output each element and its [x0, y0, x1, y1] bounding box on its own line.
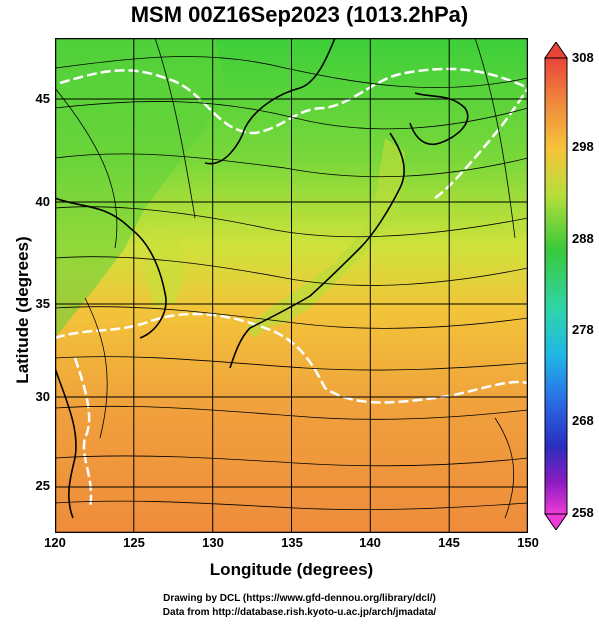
credit-drawing: Drawing by DCL (https://www.gfd-dennou.o… [163, 593, 436, 604]
coastline [229, 132, 405, 369]
colorbar-tick-label: 308 [572, 50, 594, 65]
plot-frame [55, 38, 528, 533]
colorbar-tick-label: 258 [572, 505, 594, 520]
y-tick-label: 25 [35, 478, 50, 493]
colorbar-tick-label: 298 [572, 139, 594, 154]
isotherm-contour [73, 357, 93, 509]
colorbar-top-arrow [544, 42, 568, 59]
isotherm-contour [59, 67, 528, 135]
credit-data: Data from http://database.rish.kyoto-u.a… [162, 607, 437, 618]
colorbar-tick-label: 288 [572, 231, 594, 246]
wind-streamlines [55, 38, 528, 519]
korea-peninsula [145, 228, 185, 308]
x-tick-label: 150 [517, 535, 539, 550]
x-tick-label: 130 [202, 535, 224, 550]
coastline [55, 367, 77, 519]
x-axis-label: Longitude (degrees) [209, 560, 374, 579]
x-tick-label: 145 [438, 535, 460, 550]
y-axis-label: Latitude (degrees) [13, 236, 32, 384]
graticule [55, 38, 528, 533]
x-tick-label: 140 [359, 535, 381, 550]
y-tick-label: 30 [35, 389, 50, 404]
y-tick-label: 40 [35, 194, 50, 209]
asia-landmass [55, 38, 225, 338]
temperature-wind-map [55, 38, 528, 533]
colorbar-gradient [544, 57, 568, 515]
colorbar-tick-label: 278 [572, 322, 594, 337]
y-tick-label: 45 [35, 91, 50, 106]
map-title: MSM 00Z16Sep2023 (1013.2hPa) [130, 2, 469, 27]
x-tick-label: 120 [44, 535, 66, 550]
japan-islands [245, 138, 405, 338]
colorbar-bottom-arrow [544, 513, 568, 530]
y-tick-label: 35 [35, 296, 50, 311]
x-tick-label: 135 [281, 535, 303, 550]
colorbar [544, 42, 568, 530]
colorbar-tick-label: 268 [572, 413, 594, 428]
x-tick-label: 125 [123, 535, 145, 550]
coastline [409, 92, 469, 145]
